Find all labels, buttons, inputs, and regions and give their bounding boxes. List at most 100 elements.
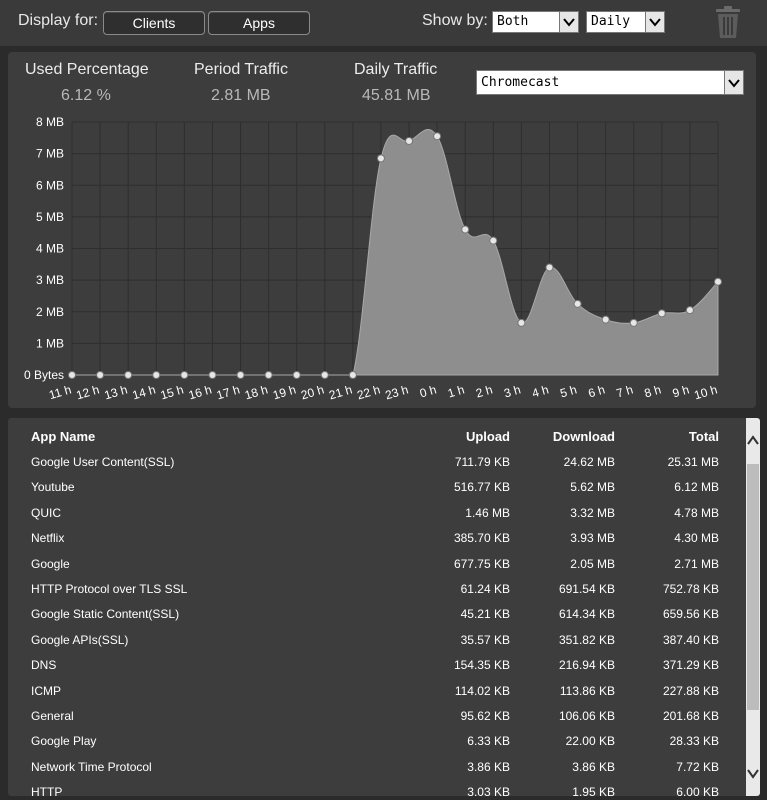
upload-cell: 516.77 KB bbox=[453, 480, 510, 495]
data-point bbox=[573, 299, 582, 308]
x-tick-label: 11 h bbox=[47, 382, 72, 402]
data-point bbox=[376, 154, 385, 163]
x-tick-label: 14 h bbox=[131, 382, 157, 402]
upload-cell: 677.75 KB bbox=[453, 556, 510, 571]
y-tick-label: 0 Bytes bbox=[24, 368, 64, 382]
device-select[interactable]: Chromecast bbox=[476, 70, 744, 95]
tab-apps[interactable]: Apps bbox=[208, 11, 310, 35]
data-point bbox=[264, 371, 273, 379]
data-point bbox=[152, 371, 161, 379]
period-traffic-label: Period Traffic bbox=[194, 61, 288, 78]
total-cell: 387.40 KB bbox=[662, 632, 719, 647]
total-cell: 28.33 KB bbox=[669, 734, 719, 749]
table-row[interactable]: Google Static Content(SSL) 45.21 KB 614.34… bbox=[8, 601, 738, 626]
total-cell: 227.88 KB bbox=[662, 683, 719, 698]
x-tick-label: 5 h bbox=[558, 382, 578, 400]
app-name-cell: Google User Content(SSL) bbox=[31, 455, 175, 469]
table-row[interactable]: Google APIs(SSL) 35.57 KB 351.82 KB 387.40 … bbox=[8, 627, 738, 652]
table-row[interactable]: Network Time Protocol 3.86 KB 3.86 KB 7.72 … bbox=[8, 754, 738, 779]
x-tick-label: 2 h bbox=[474, 382, 494, 400]
tab-clients[interactable]: Clients bbox=[103, 11, 205, 35]
total-cell: 6.00 KB bbox=[676, 785, 719, 796]
table-header: App Name Upload Download Total bbox=[8, 418, 738, 452]
y-tick-label: 5 MB bbox=[36, 210, 64, 224]
data-point bbox=[657, 309, 666, 318]
upload-cell: 1.46 MB bbox=[465, 505, 510, 520]
direction-select[interactable]: Both bbox=[492, 11, 579, 33]
download-cell: 1.95 KB bbox=[572, 785, 615, 796]
table-scrollbar[interactable] bbox=[746, 418, 760, 796]
total-cell: 752.78 KB bbox=[662, 582, 719, 596]
total-cell: 371.29 KB bbox=[662, 658, 719, 673]
y-tick-label: 6 MB bbox=[36, 178, 64, 192]
app-name-cell: Google bbox=[31, 556, 70, 571]
app-name-cell: Network Time Protocol bbox=[31, 759, 152, 774]
download-cell: 5.62 MB bbox=[570, 480, 615, 495]
table-row[interactable]: Youtube 516.77 KB 5.62 MB 6.12 MB bbox=[8, 474, 738, 499]
data-point bbox=[96, 371, 105, 379]
upload-cell: 114.02 KB bbox=[454, 683, 510, 698]
column-header-app-name[interactable]: App Name bbox=[31, 429, 96, 444]
table-row[interactable]: Google Play 6.33 KB 22.00 KB 28.33 KB bbox=[8, 728, 738, 753]
total-cell: 4.78 MB bbox=[674, 505, 719, 520]
table-row[interactable]: Netflix 385.70 KB 3.93 MB 4.30 MB bbox=[8, 525, 738, 550]
x-tick-label: 6 h bbox=[587, 382, 607, 400]
x-tick-label: 19 h bbox=[271, 382, 297, 402]
scroll-up-icon[interactable] bbox=[746, 418, 760, 458]
period-select[interactable]: Daily bbox=[586, 11, 665, 33]
chevron-down-icon bbox=[645, 12, 664, 32]
app-name-cell: ICMP bbox=[31, 683, 61, 698]
traffic-chart-panel: Used Percentage 6.12 % Period Traffic 2.… bbox=[8, 52, 756, 408]
scrollbar-thumb[interactable] bbox=[747, 464, 759, 710]
table-row[interactable]: ICMP 114.02 KB 113.86 KB 227.88 KB bbox=[8, 678, 738, 703]
used-percentage-label: Used Percentage bbox=[25, 61, 149, 78]
app-name-cell: General bbox=[31, 709, 74, 723]
trash-icon[interactable] bbox=[712, 4, 744, 40]
data-point bbox=[208, 371, 217, 379]
device-select-value: Chromecast bbox=[481, 75, 560, 90]
table-row[interactable]: Google User Content(SSL) 711.79 KB 24.62 M… bbox=[8, 449, 738, 474]
data-point bbox=[433, 132, 442, 141]
x-tick-label: 18 h bbox=[243, 382, 269, 402]
app-name-cell: Youtube bbox=[31, 480, 75, 495]
total-cell: 201.68 KB bbox=[662, 709, 719, 723]
chevron-down-icon bbox=[724, 71, 743, 94]
data-point bbox=[180, 371, 189, 379]
download-cell: 691.54 KB bbox=[558, 582, 615, 596]
scroll-down-icon[interactable] bbox=[746, 756, 760, 796]
x-tick-label: 12 h bbox=[75, 382, 101, 402]
column-header-total[interactable]: Total bbox=[688, 429, 719, 444]
app-name-cell: HTTP Protocol over TLS SSL bbox=[31, 582, 188, 596]
data-point bbox=[714, 277, 722, 286]
column-header-download[interactable]: Download bbox=[552, 429, 615, 444]
table-row[interactable]: HTTP 3.03 KB 1.95 KB 6.00 KB bbox=[8, 779, 738, 796]
table-row[interactable]: QUIC 1.46 MB 3.32 MB 4.78 MB bbox=[8, 500, 738, 525]
data-point bbox=[489, 236, 498, 245]
table-row[interactable]: DNS 154.35 KB 216.94 KB 371.29 KB bbox=[8, 652, 738, 677]
app-name-cell: Google APIs(SSL) bbox=[31, 632, 129, 647]
data-point bbox=[461, 225, 470, 234]
download-cell: 351.82 KB bbox=[558, 632, 615, 647]
traffic-area-chart: 0 Bytes 1 MB 2 MB 3 MB 4 MB 5 MB 6 MB 7 MB 8 MB 1… bbox=[24, 115, 722, 402]
download-cell: 3.32 MB bbox=[570, 505, 615, 520]
x-tick-label: 0 h bbox=[418, 382, 438, 400]
period-traffic-value: 2.81 MB bbox=[211, 87, 271, 104]
data-point bbox=[292, 371, 301, 379]
daily-traffic-value: 45.81 MB bbox=[362, 87, 431, 104]
chevron-down-icon bbox=[559, 12, 578, 32]
x-tick-label: 22 h bbox=[355, 382, 381, 402]
app-name-cell: DNS bbox=[31, 658, 57, 673]
app-name-cell: Google Play bbox=[31, 734, 97, 749]
total-cell: 4.30 MB bbox=[674, 531, 719, 546]
table-row[interactable]: HTTP Protocol over TLS SSL 61.24 KB 691.54… bbox=[8, 576, 738, 601]
show-by-label: Show by: bbox=[422, 12, 488, 29]
download-cell: 3.86 KB bbox=[572, 759, 615, 774]
column-header-upload[interactable]: Upload bbox=[465, 429, 510, 444]
total-cell: 2.71 MB bbox=[674, 556, 719, 571]
upload-cell: 3.86 KB bbox=[467, 759, 510, 774]
upload-cell: 61.24 KB bbox=[460, 582, 510, 596]
app-name-cell: QUIC bbox=[31, 505, 61, 520]
table-row[interactable]: Google 677.75 KB 2.05 MB 2.71 MB bbox=[8, 551, 738, 576]
table-row[interactable]: General 95.62 KB 106.06 KB 201.68 KB bbox=[8, 703, 738, 728]
upload-cell: 154.35 KB bbox=[453, 658, 510, 673]
